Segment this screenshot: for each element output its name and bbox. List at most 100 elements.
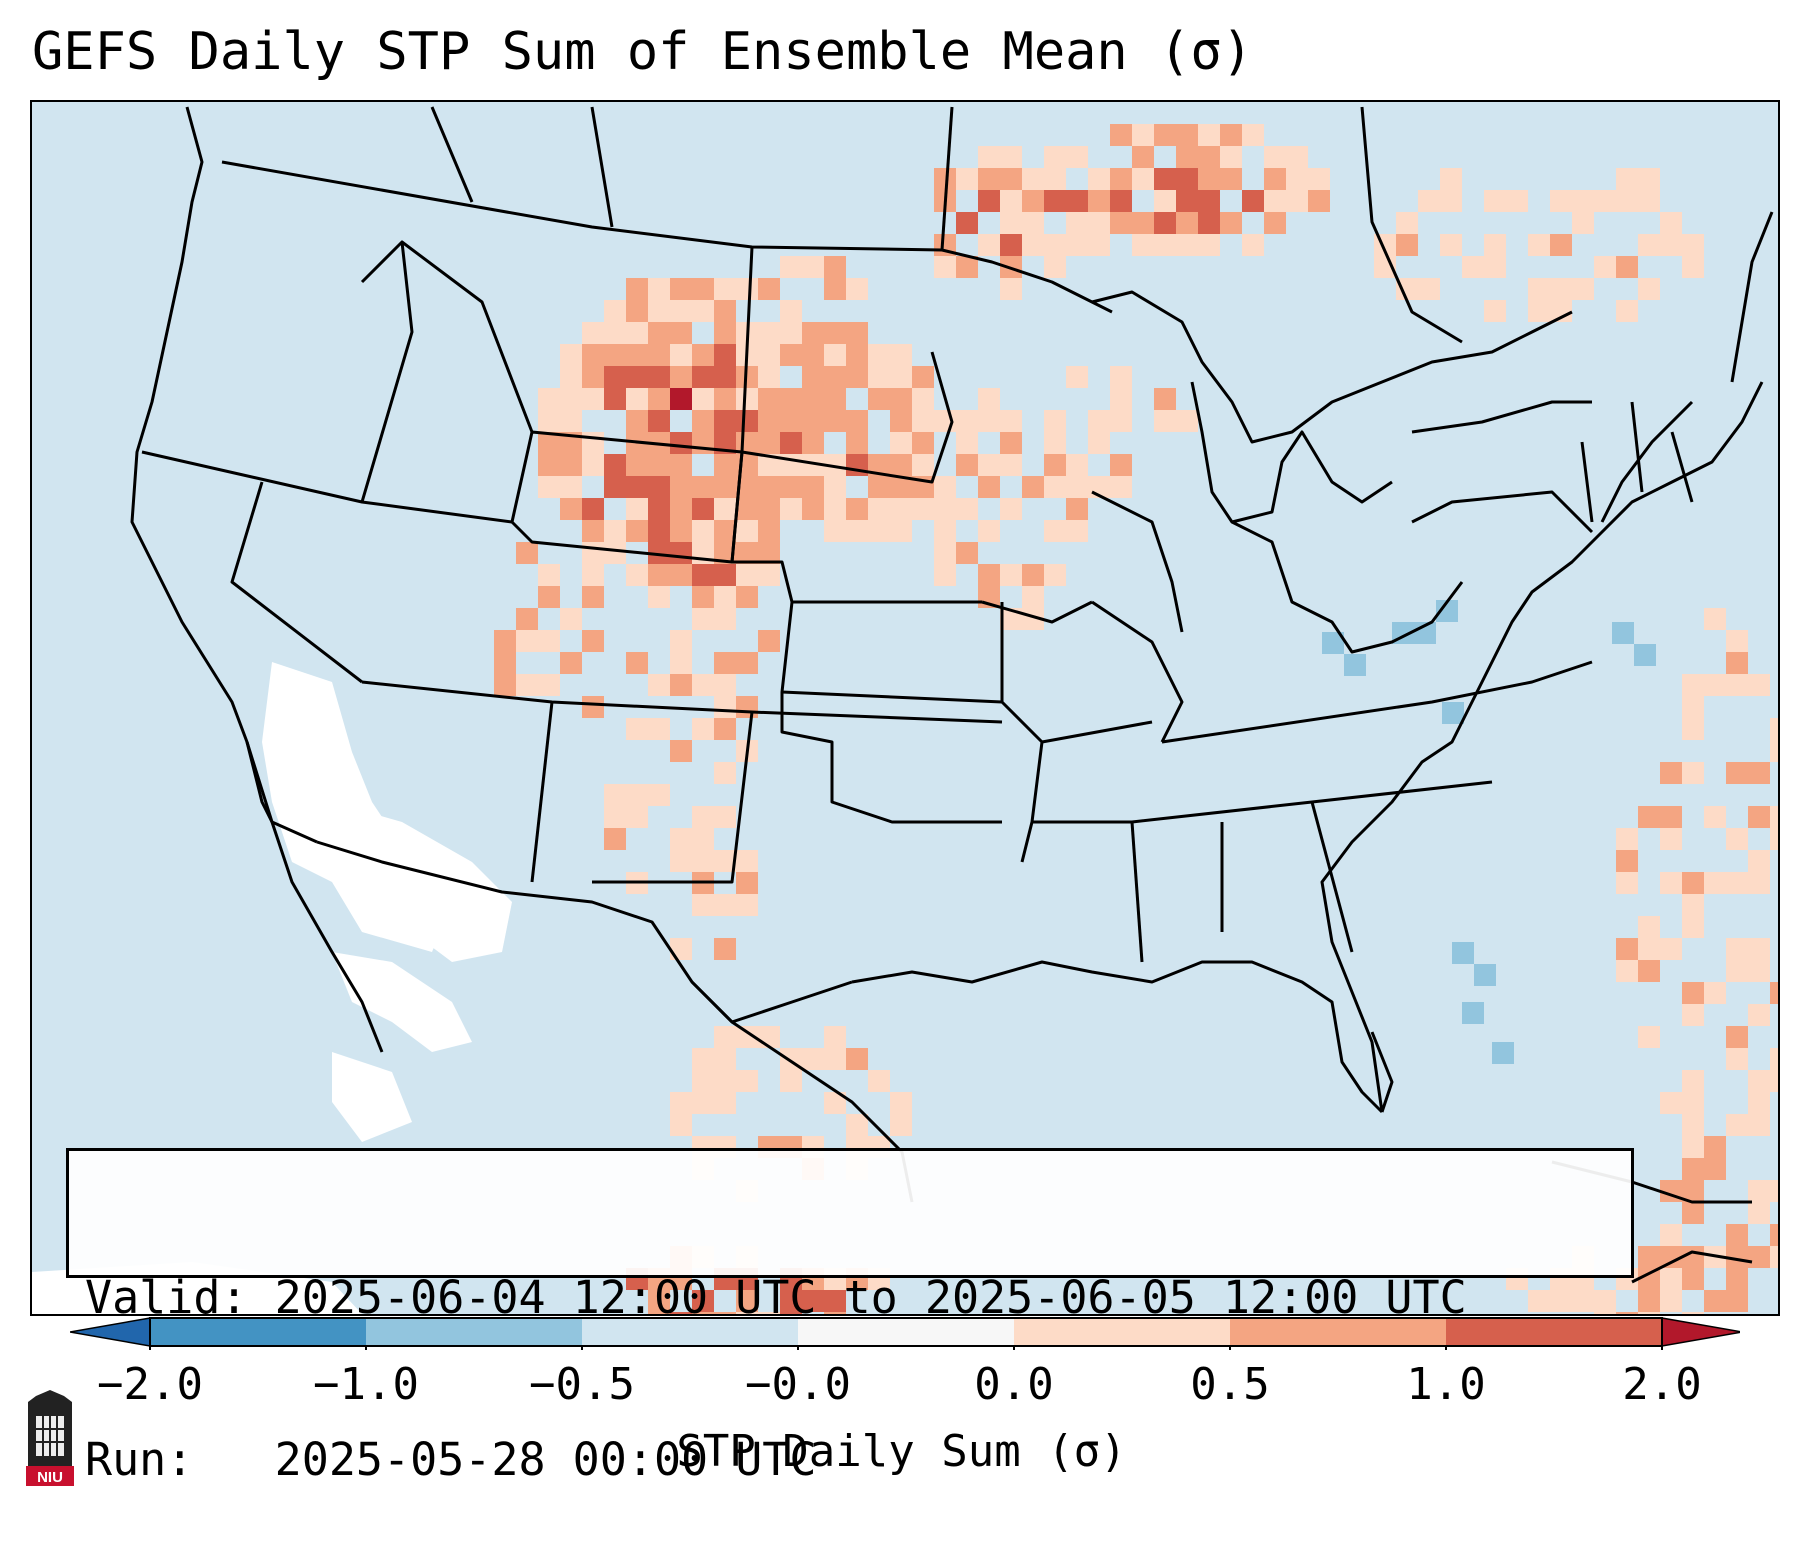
colorbar-segment xyxy=(1230,1318,1446,1346)
stp-cell xyxy=(1660,1246,1682,1268)
stp-cell xyxy=(1704,1136,1726,1158)
stp-cell xyxy=(934,256,956,278)
colorbar-over-extend xyxy=(1661,1317,1740,1347)
stp-cell xyxy=(1550,300,1572,322)
stp-cell xyxy=(1638,190,1660,212)
stp-cell xyxy=(670,1312,692,1314)
stp-cell xyxy=(1198,124,1220,146)
stp-cell xyxy=(1000,212,1022,234)
stp-cell xyxy=(560,498,582,520)
stp-cell xyxy=(1484,256,1506,278)
stp-cell xyxy=(912,498,934,520)
stp-cell xyxy=(648,1290,670,1312)
stp-cell xyxy=(1000,146,1022,168)
stp-cell xyxy=(1506,190,1528,212)
map-title: GEFS Daily STP Sum of Ensemble Mean (σ) xyxy=(32,22,1253,82)
stp-cell xyxy=(1572,1290,1594,1312)
stp-cell xyxy=(1704,674,1726,696)
stp-cell xyxy=(758,454,780,476)
stp-cell xyxy=(714,718,736,740)
stp-cell xyxy=(670,674,692,696)
stp-cell xyxy=(538,630,560,652)
stp-cell xyxy=(692,498,714,520)
stp-cell xyxy=(1726,1290,1748,1312)
stp-cell xyxy=(1748,762,1770,784)
stp-cell xyxy=(1000,278,1022,300)
stp-cell xyxy=(626,322,648,344)
stp-cell xyxy=(978,520,1000,542)
stp-cell xyxy=(1000,234,1022,256)
stp-cell xyxy=(956,432,978,454)
stp-cell xyxy=(1770,718,1778,740)
stp-cell xyxy=(1044,432,1066,454)
stp-cell xyxy=(1704,982,1726,1004)
stp-cell xyxy=(1682,1246,1704,1268)
stp-cell xyxy=(626,410,648,432)
stp-cell xyxy=(538,674,560,696)
stp-cell xyxy=(1286,168,1308,190)
stp-cell xyxy=(538,410,560,432)
stp-cell xyxy=(1022,564,1044,586)
colorbar-tick-label: 1.0 xyxy=(1406,1359,1486,1410)
stp-cell xyxy=(1682,1004,1704,1026)
stp-cell xyxy=(1682,1092,1704,1114)
stp-cell xyxy=(1660,806,1682,828)
stp-cell xyxy=(1528,278,1550,300)
stp-cell xyxy=(736,586,758,608)
stp-cell xyxy=(560,388,582,410)
stp-cell xyxy=(714,850,736,872)
stp-cell xyxy=(736,410,758,432)
stp-cell xyxy=(1154,410,1176,432)
stp-cell xyxy=(538,432,560,454)
stp-cell xyxy=(582,388,604,410)
stp-cell xyxy=(780,432,802,454)
stp-cell xyxy=(1132,234,1154,256)
stp-cell xyxy=(1616,1312,1638,1314)
stp-cell xyxy=(736,542,758,564)
stp-cell xyxy=(1264,146,1286,168)
stp-cell xyxy=(670,1092,692,1114)
stp-cell xyxy=(1682,1268,1704,1290)
stp-cell xyxy=(1748,1070,1770,1092)
colorbar-under-extend xyxy=(70,1317,151,1347)
stp-cell xyxy=(846,278,868,300)
stp-cell xyxy=(956,212,978,234)
stp-cell xyxy=(1528,234,1550,256)
stp-cell xyxy=(692,1312,714,1314)
stp-cell xyxy=(714,322,736,344)
stp-cell xyxy=(890,344,912,366)
stp-cell xyxy=(1442,702,1464,724)
map-panel[interactable] xyxy=(30,100,1780,1316)
stp-cell xyxy=(824,366,846,388)
colorbar-segment xyxy=(798,1318,1014,1346)
stp-cell xyxy=(714,938,736,960)
stp-cell xyxy=(1484,234,1506,256)
stp-cell xyxy=(1528,300,1550,322)
stp-cell xyxy=(824,1312,846,1314)
stp-cell xyxy=(1154,212,1176,234)
stp-cell xyxy=(626,652,648,674)
stp-cell xyxy=(868,520,890,542)
stp-cell xyxy=(692,1070,714,1092)
stp-cell xyxy=(714,476,736,498)
stp-cell xyxy=(1066,498,1088,520)
stp-cell xyxy=(1660,1092,1682,1114)
stp-cell xyxy=(648,674,670,696)
stp-cell xyxy=(1220,212,1242,234)
stp-cell xyxy=(1242,124,1264,146)
stp-cell xyxy=(1726,1246,1748,1268)
stp-cell xyxy=(714,1048,736,1070)
stp-cell xyxy=(670,564,692,586)
stp-cell xyxy=(560,344,582,366)
stp-cell xyxy=(912,366,934,388)
stp-cell xyxy=(626,366,648,388)
stp-cell xyxy=(1000,608,1022,630)
colorbar-tick-label: 2.0 xyxy=(1622,1359,1702,1410)
stp-cell xyxy=(1344,654,1366,676)
stp-cell xyxy=(582,696,604,718)
stp-cell xyxy=(824,1092,846,1114)
stp-cell xyxy=(648,454,670,476)
stp-cell xyxy=(1748,1202,1770,1224)
stp-cell xyxy=(670,476,692,498)
stp-cell xyxy=(648,586,670,608)
